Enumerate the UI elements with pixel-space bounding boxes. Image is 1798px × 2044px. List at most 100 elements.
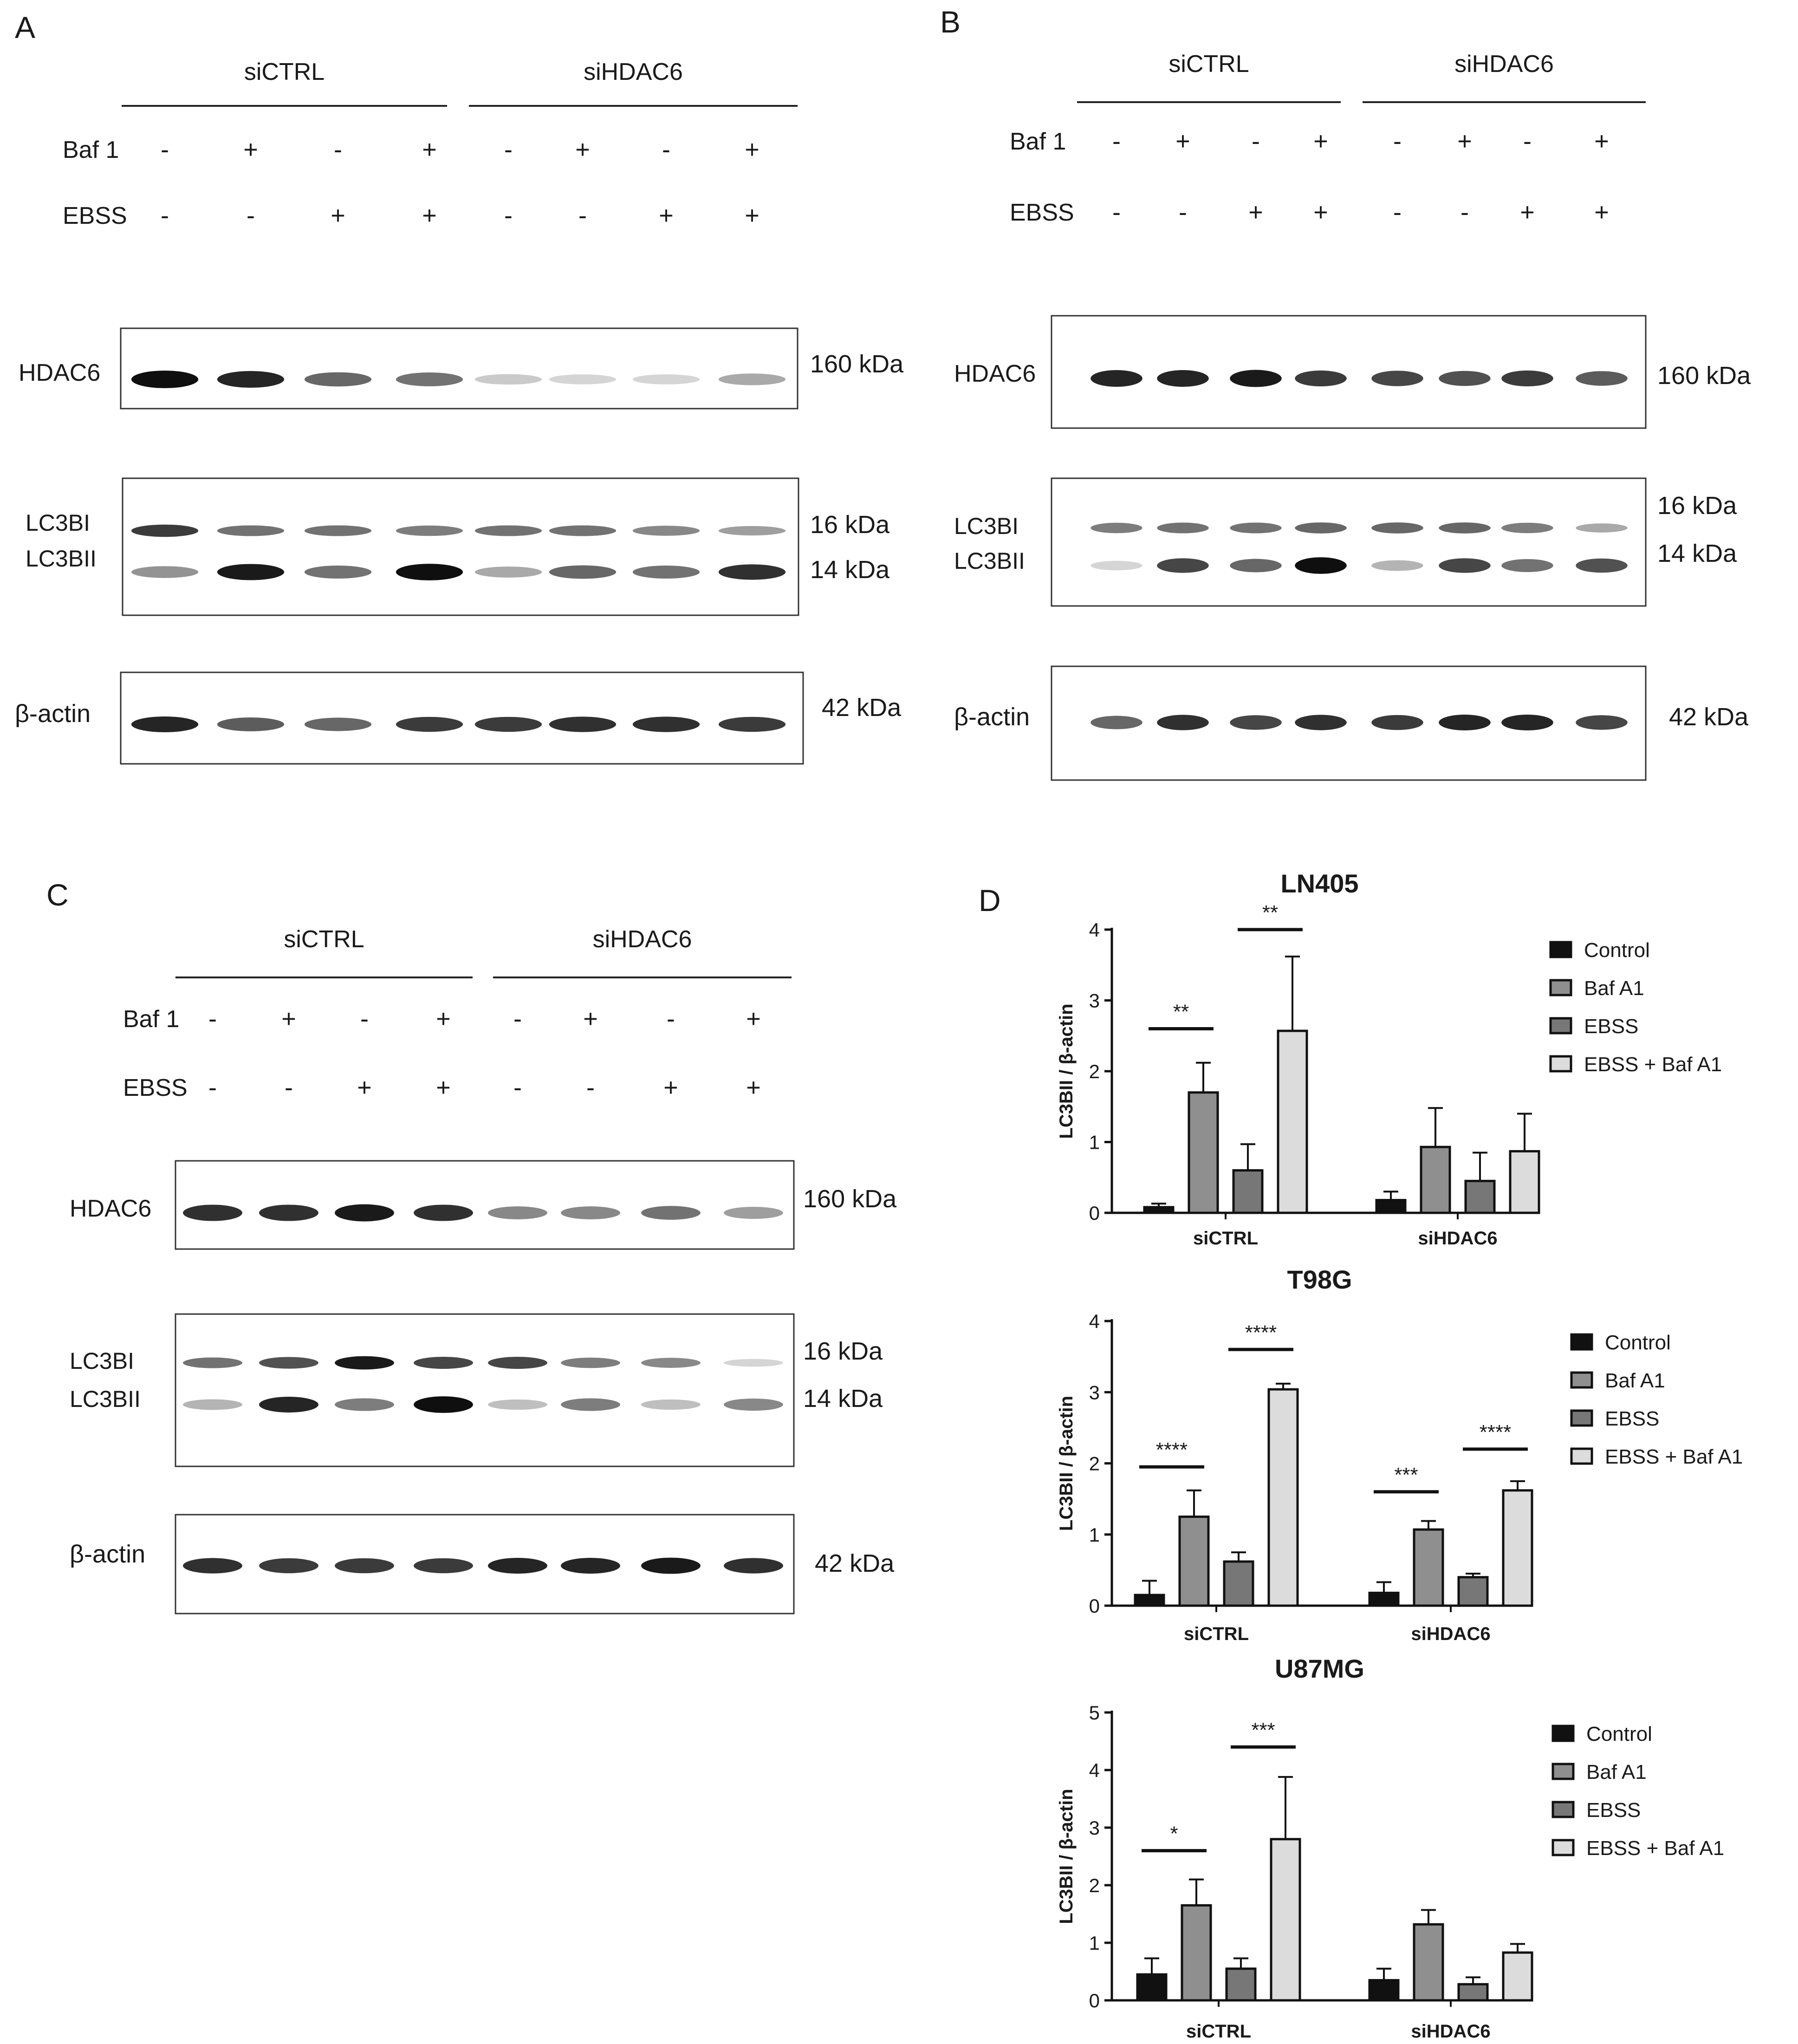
ebss-sign: + (1313, 198, 1328, 226)
panel-letter: C (46, 878, 69, 912)
band-actin (1501, 715, 1553, 730)
bar (1267, 1388, 1299, 1607)
panel-letter: D (979, 883, 1001, 918)
bar (1413, 1528, 1444, 1607)
legend-swatch (1549, 1017, 1572, 1035)
band-lc3bi (474, 525, 542, 536)
chart-title: LN405 (1280, 869, 1358, 898)
legend-label: EBSS (1586, 1799, 1641, 1822)
y-tick-label: 2 (1089, 1453, 1100, 1475)
band-actin (396, 716, 463, 732)
band-hdac6 (549, 374, 617, 384)
bar (1420, 1146, 1451, 1214)
band-hdac6 (641, 1206, 701, 1220)
group-label-sictrl: siCTRL (284, 926, 364, 953)
baf-sign: + (583, 1005, 598, 1033)
bar (1502, 1489, 1533, 1607)
y-tick-label: 0 (1089, 1990, 1100, 2011)
ebss-sign: - (161, 202, 169, 229)
ebss-sign: + (659, 202, 674, 229)
baf-label: Baf 1 (63, 137, 119, 163)
band-lc3bi (561, 1357, 620, 1368)
significance-label: **** (1245, 1321, 1277, 1344)
band-lc3bi (1439, 522, 1491, 534)
baf-sign: + (243, 136, 258, 163)
band-lc3bii (1230, 559, 1282, 573)
lc3bii-label: LC3BII (70, 1386, 141, 1412)
group-label-sictrl: siCTRL (1168, 51, 1249, 78)
band-lc3bi (641, 1358, 701, 1368)
band-hdac6 (1295, 370, 1347, 387)
y-axis-label: LC3BII / β-actin (1056, 1003, 1077, 1139)
band-lc3bi (1157, 522, 1209, 534)
legend-label: Control (1605, 1331, 1671, 1354)
baf-sign: - (662, 136, 670, 163)
baf-sign: + (1175, 127, 1190, 155)
band-lc3bi (1090, 522, 1142, 534)
lc3b-blot (1051, 477, 1647, 607)
band-hdac6 (414, 1204, 473, 1221)
band-hdac6 (304, 372, 372, 387)
band-hdac6 (396, 372, 463, 386)
hdac6-blot (120, 327, 798, 410)
band-hdac6 (335, 1204, 394, 1222)
legend-swatch (1551, 1839, 1575, 1856)
legend-swatch (1570, 1371, 1593, 1389)
band-hdac6 (1501, 370, 1553, 387)
band-lc3bi (549, 525, 617, 536)
bar (1502, 1951, 1533, 2002)
bar-chart-t98g: T98G 0 1 2 3 4 LC3BII / β-actin siCTRL siHDAC6 **… (1056, 1265, 1743, 1644)
kda-42-label: 42 kDa (822, 694, 902, 722)
y-tick-label: 1 (1089, 1132, 1100, 1153)
band-actin (561, 1558, 620, 1574)
y-tick-label: 4 (1089, 1310, 1100, 1332)
band-lc3bi (131, 524, 199, 537)
band-actin (474, 716, 542, 732)
bar (1277, 1029, 1308, 1214)
band-lc3bii (183, 1399, 242, 1410)
band-lc3bi (724, 1359, 783, 1367)
bar (1134, 1594, 1165, 1607)
ebss-sign: + (746, 1074, 761, 1101)
baf-sign: + (1457, 127, 1472, 155)
band-actin (718, 716, 786, 732)
ebss-label: EBSS (1010, 199, 1074, 226)
baf-label: Baf 1 (1010, 128, 1066, 155)
x-category-label: siHDAC6 (1411, 2021, 1490, 2042)
bar (1136, 1973, 1168, 2002)
y-tick-label: 0 (1089, 1202, 1100, 1224)
band-lc3bii (474, 566, 542, 578)
band-actin (1157, 715, 1209, 730)
bar-chart-ln405: LN405 0 1 2 3 4 LC3BII / β-actin siCTRL siHDAC6 *… (1056, 869, 1722, 1249)
ebss-sign: - (285, 1074, 293, 1101)
band-hdac6 (1439, 371, 1491, 386)
band-lc3bii (335, 1398, 394, 1411)
legend-label: Control (1584, 939, 1650, 962)
legend-label: Control (1586, 1723, 1652, 1745)
y-axis-label: LC3BII / β-actin (1056, 1396, 1077, 1531)
band-hdac6 (183, 1204, 242, 1221)
band-actin (1295, 715, 1347, 730)
x-category-label: siHDAC6 (1411, 1624, 1490, 1644)
baf-sign: - (1393, 127, 1402, 155)
legend-swatch (1570, 1409, 1593, 1427)
band-lc3bii (131, 566, 199, 578)
hdac6-label: HDAC6 (70, 1195, 151, 1222)
baf-sign: + (281, 1005, 296, 1033)
significance-label: **** (1156, 1439, 1188, 1461)
bar (1188, 1091, 1219, 1214)
baf-sign: - (208, 1005, 217, 1033)
band-lc3bi (1576, 523, 1628, 533)
band-lc3bi (183, 1357, 242, 1368)
band-hdac6 (724, 1206, 783, 1219)
band-lc3bii (1501, 559, 1553, 573)
group-label-sihdac6: siHDAC6 (1454, 51, 1554, 78)
band-hdac6 (474, 374, 542, 385)
y-tick-label: 1 (1089, 1524, 1100, 1546)
band-lc3bii (1090, 560, 1142, 571)
ebss-sign: + (1594, 198, 1609, 226)
x-category-label: siCTRL (1184, 1624, 1249, 1644)
y-axis-label: LC3BII / β-actin (1056, 1789, 1077, 1924)
band-lc3bi (259, 1357, 318, 1369)
kda-14-label: 14 kDa (1657, 540, 1737, 567)
